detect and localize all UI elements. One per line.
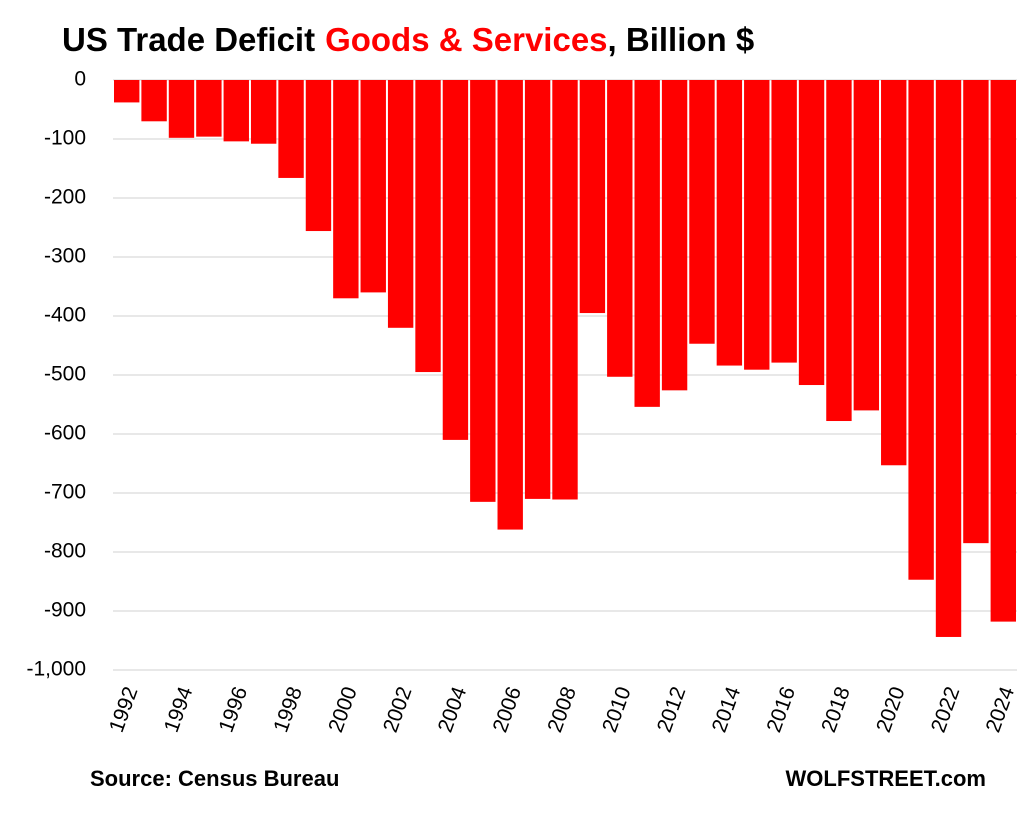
bar xyxy=(196,80,222,137)
y-tick-label: -1,000 xyxy=(26,658,86,681)
title-part: , Billion $ xyxy=(608,21,755,58)
y-tick-label: -300 xyxy=(44,245,86,268)
x-tick-label: 2022 xyxy=(927,684,965,736)
bar xyxy=(360,80,386,293)
bar xyxy=(415,80,441,373)
x-tick-label: 1998 xyxy=(269,684,307,736)
y-tick-label: -500 xyxy=(44,363,86,386)
bar xyxy=(963,80,989,544)
bar xyxy=(935,80,962,637)
bar xyxy=(990,80,1016,622)
x-tick-label: 2000 xyxy=(324,684,362,736)
bar xyxy=(881,80,907,466)
x-tick-label: 2008 xyxy=(543,684,581,736)
x-tick-label: 2020 xyxy=(872,684,910,736)
bar xyxy=(744,80,770,370)
bar xyxy=(689,80,715,344)
y-tick-label: -700 xyxy=(44,481,86,504)
bar xyxy=(305,80,332,232)
y-tick-label: -200 xyxy=(44,186,86,209)
bar xyxy=(387,80,414,328)
x-tick-label: 2016 xyxy=(762,684,800,736)
bar xyxy=(552,80,578,500)
x-tick-label: 2002 xyxy=(379,684,417,736)
x-tick-label: 2006 xyxy=(489,684,527,736)
x-tick-label: 2010 xyxy=(598,684,636,736)
bar xyxy=(470,80,496,502)
x-tick-label: 2014 xyxy=(708,683,746,735)
y-tick-label: -400 xyxy=(44,304,86,327)
y-tick-label: -600 xyxy=(44,422,86,445)
bar xyxy=(524,80,551,499)
bar xyxy=(607,80,633,377)
bar xyxy=(114,80,140,103)
bar xyxy=(141,80,167,122)
brand: WOLFSTREET.com xyxy=(786,766,986,791)
bar xyxy=(278,80,304,178)
bar xyxy=(168,80,195,138)
bar xyxy=(634,80,660,407)
bar xyxy=(798,80,825,386)
bar xyxy=(771,80,797,363)
chart-title: US Trade Deficit Goods & Services, Billio… xyxy=(62,21,754,58)
y-tick-label: -900 xyxy=(44,599,86,622)
bar xyxy=(497,80,523,530)
bar xyxy=(579,80,606,314)
y-tick-label: -100 xyxy=(44,127,86,150)
title-part: Goods & Services xyxy=(325,21,607,58)
x-tick-label: 2012 xyxy=(653,684,691,736)
source: Source: Census Bureau xyxy=(90,766,339,791)
x-tick-label: 2024 xyxy=(982,683,1020,735)
bar xyxy=(661,80,688,391)
bar xyxy=(442,80,469,440)
bar xyxy=(908,80,934,580)
x-tick-label: 1994 xyxy=(160,683,198,735)
y-tick-label: 0 xyxy=(74,68,86,91)
y-tick-label: -800 xyxy=(44,540,86,563)
bar xyxy=(826,80,852,422)
x-tick-label: 2018 xyxy=(817,684,855,736)
title-part: US Trade Deficit xyxy=(62,21,315,58)
x-tick-label: 2004 xyxy=(434,683,472,735)
bar xyxy=(250,80,277,144)
bar xyxy=(333,80,359,299)
bar xyxy=(716,80,743,366)
bar xyxy=(223,80,249,142)
bar xyxy=(853,80,880,411)
x-tick-label: 1996 xyxy=(215,684,253,736)
x-tick-label: 1992 xyxy=(105,684,143,736)
